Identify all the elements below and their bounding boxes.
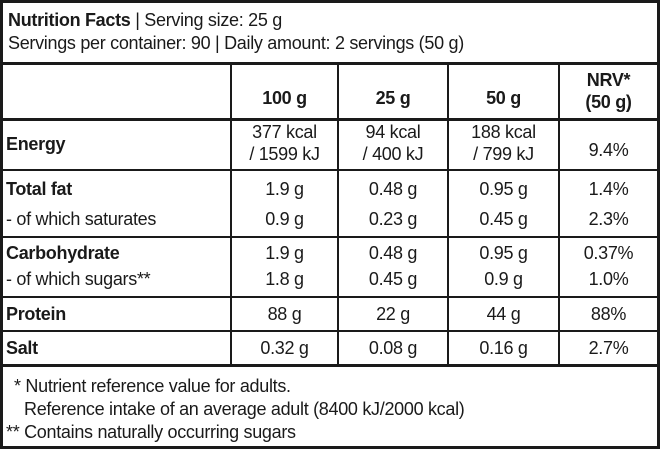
row-label-total-fat: Total fat <box>6 179 72 199</box>
column-divider <box>558 65 560 364</box>
cell: 188 kcal <box>471 122 536 142</box>
column-header-nrv-unit: (50 g) <box>585 92 632 112</box>
column-header-nrv: NRV* <box>586 70 631 90</box>
footnote-nrv: * Nutrient reference value for adults. <box>14 376 291 396</box>
cell: 0.23 g <box>368 209 418 229</box>
cell: 377 kcal <box>252 122 317 142</box>
column-header-25g: 25 g <box>375 88 411 108</box>
divider <box>3 169 657 171</box>
row-label-carbohydrate: Carbohydrate <box>6 243 120 263</box>
divider <box>3 118 657 121</box>
row-label-protein: Protein <box>6 304 66 324</box>
footnote-sugars: ** Contains naturally occurring sugars <box>6 422 296 442</box>
cell: 2.7% <box>588 338 629 358</box>
cell: 44 g <box>486 304 521 324</box>
divider <box>3 296 657 298</box>
cell: 88 g <box>267 304 302 324</box>
cell: 0.95 g <box>479 179 528 199</box>
cell: 0.45 g <box>368 269 418 289</box>
cell: 1.9 g <box>265 243 304 263</box>
serving-size: | Serving size: 25 g <box>135 10 282 30</box>
column-divider <box>337 65 339 364</box>
row-label-salt: Salt <box>6 338 38 358</box>
cell: / 1599 kJ <box>249 144 320 164</box>
cell: 0.48 g <box>368 179 418 199</box>
cell: 0.45 g <box>479 209 528 229</box>
cell: 0.95 g <box>479 243 528 263</box>
divider <box>3 62 657 65</box>
servings-info: Servings per container: 90 | Daily amoun… <box>8 33 464 53</box>
divider <box>3 330 657 332</box>
cell: 1.8 g <box>265 269 304 289</box>
footnote-reference-intake: Reference intake of an average adult (84… <box>24 399 465 419</box>
cell: 0.08 g <box>368 338 418 358</box>
cell: 2.3% <box>588 209 629 229</box>
cell: 0.32 g <box>260 338 309 358</box>
row-label-saturates: - of which saturates <box>6 209 157 229</box>
divider <box>3 364 657 367</box>
cell: 0.37% <box>583 243 634 263</box>
column-divider <box>447 65 449 364</box>
cell: 1.0% <box>588 269 629 289</box>
column-header-50g: 50 g <box>486 88 521 108</box>
label-title: Nutrition Facts <box>8 10 131 30</box>
cell: / 799 kJ <box>473 144 534 164</box>
row-label-energy: Energy <box>6 134 66 154</box>
cell: 1.9 g <box>265 179 304 199</box>
column-header-100g: 100 g <box>262 88 307 108</box>
cell: / 400 kJ <box>362 144 424 164</box>
cell: 22 g <box>376 304 410 324</box>
cell: 0.9 g <box>484 269 523 289</box>
cell: 0.16 g <box>479 338 528 358</box>
divider <box>3 236 657 238</box>
cell: 0.48 g <box>368 243 418 263</box>
cell: 0.9 g <box>265 209 304 229</box>
cell: 1.4% <box>588 179 629 199</box>
cell: 9.4% <box>588 140 629 160</box>
label-header: Nutrition Facts | Serving size: 25 g Ser… <box>3 3 657 63</box>
cell: 94 kcal <box>365 122 421 142</box>
row-label-sugars: - of which sugars** <box>6 269 151 289</box>
column-divider <box>230 65 232 364</box>
cell: 88% <box>590 304 627 324</box>
